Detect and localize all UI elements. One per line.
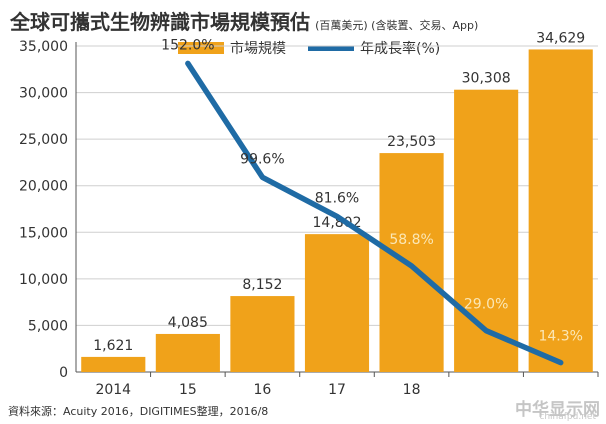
legend-line-label: 年成長率(%) (360, 41, 441, 57)
bar (528, 49, 593, 373)
bar-value-label: 8,152 (242, 277, 282, 293)
watermark-logo: 中华显示网 (515, 400, 600, 420)
y-tick-label: 10,000 (19, 272, 68, 288)
growth-value-label: 29.0% (464, 297, 508, 313)
bar-value-label: 4,085 (168, 315, 208, 331)
x-tick-label: 2014 (95, 382, 131, 398)
growth-value-label: 58.8% (389, 232, 433, 248)
y-tick-label: 5,000 (28, 318, 68, 334)
x-tick-label: 17 (328, 382, 346, 398)
bar-value-label: 30,308 (462, 71, 511, 87)
watermark-url: chinafpd.net (539, 412, 596, 422)
legend-line-swatch (308, 45, 354, 51)
growth-value-label: 99.6% (240, 151, 284, 167)
growth-value-label: 14.3% (538, 329, 582, 345)
bar-value-label: 34,629 (536, 30, 585, 46)
bar (81, 356, 146, 372)
legend-bar-label: 市場規模 (230, 41, 286, 57)
chart-title: 全球可攜式生物辨識市場規模預估 (10, 10, 310, 34)
bar (454, 89, 519, 372)
legend-bar-swatch (178, 42, 224, 54)
x-tick-label: 16 (254, 382, 272, 398)
bar-value-label: 23,503 (387, 134, 436, 150)
chart-title-group: 全球可攜式生物辨識市場規模預估 (百萬美元) (含裝置、交易、App) (10, 6, 478, 35)
y-tick-label: 0 (59, 365, 68, 381)
y-tick-label: 15,000 (19, 225, 68, 241)
y-tick-label: 20,000 (19, 179, 68, 195)
growth-value-label: 81.6% (315, 190, 359, 206)
chart-subtitle: (百萬美元) (含裝置、交易、App) (315, 19, 479, 32)
y-tick-label: 30,000 (19, 86, 68, 102)
y-tick-label: 25,000 (19, 132, 68, 148)
legend-item-line: 年成長率(%) (308, 38, 440, 58)
x-tick-label: 18 (403, 382, 421, 398)
y-tick-label: 35,000 (19, 39, 68, 55)
legend: 市場規模 年成長率(%) (178, 38, 462, 58)
legend-item-bar: 市場規模 (178, 38, 286, 58)
bar (304, 234, 370, 372)
growth-value-label: 152.0% (161, 37, 214, 53)
x-tick-label: 15 (179, 382, 197, 398)
bar (230, 296, 295, 372)
growth-line (185, 60, 564, 366)
bar-value-label: 1,621 (93, 338, 133, 354)
source-note: 資料來源：Acuity 2016，DIGITIMES整理，2016/8 (8, 405, 269, 418)
bar (379, 153, 444, 372)
bar (155, 333, 220, 372)
